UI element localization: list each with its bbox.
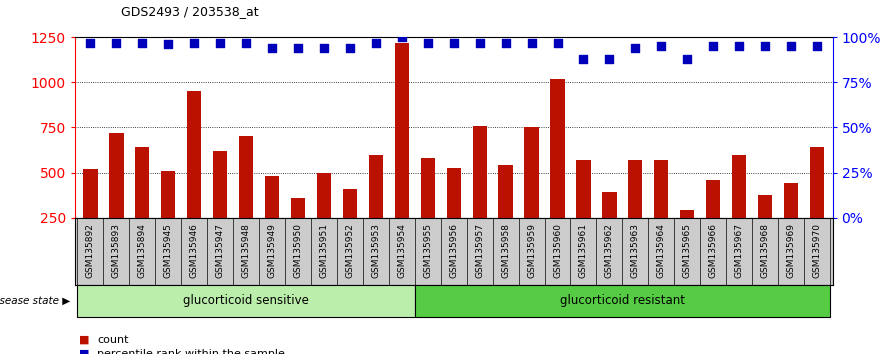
Text: GSM135964: GSM135964 bbox=[657, 223, 666, 278]
Point bbox=[239, 40, 253, 45]
Point bbox=[576, 56, 590, 62]
Bar bbox=[135, 147, 150, 263]
Point bbox=[395, 34, 409, 40]
Text: GSM135963: GSM135963 bbox=[631, 223, 640, 278]
Text: glucorticoid sensitive: glucorticoid sensitive bbox=[183, 295, 309, 307]
Text: GSM135966: GSM135966 bbox=[708, 223, 718, 278]
Text: GSM135951: GSM135951 bbox=[320, 223, 329, 278]
Text: GSM135953: GSM135953 bbox=[372, 223, 381, 278]
Point bbox=[758, 44, 772, 49]
Text: GSM135946: GSM135946 bbox=[189, 223, 199, 278]
Bar bbox=[213, 151, 227, 263]
Point bbox=[472, 40, 486, 45]
Bar bbox=[161, 171, 175, 263]
Bar bbox=[603, 193, 617, 263]
Point bbox=[317, 45, 331, 51]
Text: GSM135956: GSM135956 bbox=[449, 223, 458, 278]
Bar bbox=[499, 165, 513, 263]
Text: GSM135949: GSM135949 bbox=[268, 223, 277, 278]
Bar bbox=[810, 147, 824, 263]
Point bbox=[732, 44, 746, 49]
Text: count: count bbox=[97, 335, 129, 345]
Bar bbox=[84, 169, 98, 263]
Bar bbox=[447, 168, 461, 263]
Text: GSM135954: GSM135954 bbox=[397, 223, 406, 278]
Bar bbox=[317, 172, 331, 263]
Text: GDS2493 / 203538_at: GDS2493 / 203538_at bbox=[121, 5, 258, 18]
Point bbox=[784, 44, 798, 49]
Bar bbox=[551, 79, 565, 263]
Point bbox=[680, 56, 694, 62]
Bar bbox=[732, 154, 746, 263]
Point bbox=[655, 44, 669, 49]
Text: glucorticoid resistant: glucorticoid resistant bbox=[559, 295, 685, 307]
Point bbox=[603, 56, 617, 62]
Text: GSM135962: GSM135962 bbox=[605, 223, 614, 278]
Point bbox=[707, 44, 721, 49]
Bar bbox=[239, 136, 253, 263]
Bar bbox=[576, 160, 590, 263]
Point bbox=[447, 40, 461, 45]
Text: GSM135969: GSM135969 bbox=[787, 223, 796, 278]
Text: percentile rank within the sample: percentile rank within the sample bbox=[97, 349, 285, 354]
Point bbox=[187, 40, 201, 45]
Point bbox=[109, 40, 123, 45]
Text: GSM135945: GSM135945 bbox=[164, 223, 173, 278]
Point bbox=[628, 45, 642, 51]
Bar bbox=[758, 195, 773, 263]
Text: GSM135952: GSM135952 bbox=[345, 223, 354, 278]
Bar bbox=[706, 180, 721, 263]
Text: GSM135894: GSM135894 bbox=[137, 223, 147, 278]
Bar bbox=[395, 44, 409, 263]
Text: GSM135892: GSM135892 bbox=[86, 223, 95, 278]
Text: GSM135893: GSM135893 bbox=[112, 223, 121, 278]
Point bbox=[810, 44, 824, 49]
Point bbox=[84, 40, 98, 45]
Point bbox=[551, 40, 565, 45]
Text: GSM135970: GSM135970 bbox=[812, 223, 821, 278]
Point bbox=[369, 40, 383, 45]
Text: GSM135957: GSM135957 bbox=[475, 223, 485, 278]
Text: GSM135960: GSM135960 bbox=[553, 223, 562, 278]
Text: GSM135948: GSM135948 bbox=[241, 223, 250, 278]
Point bbox=[343, 45, 357, 51]
Bar bbox=[343, 189, 357, 263]
Text: ■: ■ bbox=[79, 335, 90, 345]
Text: GSM135950: GSM135950 bbox=[293, 223, 302, 278]
Point bbox=[291, 45, 305, 51]
Bar bbox=[369, 154, 383, 263]
Text: GSM135967: GSM135967 bbox=[735, 223, 744, 278]
Point bbox=[265, 45, 279, 51]
Bar bbox=[187, 91, 202, 263]
Bar bbox=[655, 160, 669, 263]
Point bbox=[421, 40, 435, 45]
Point bbox=[161, 41, 175, 47]
Bar bbox=[415, 285, 830, 317]
Bar bbox=[524, 126, 538, 263]
Point bbox=[524, 40, 538, 45]
Text: GSM135955: GSM135955 bbox=[423, 223, 433, 278]
Bar bbox=[109, 133, 123, 263]
Text: ■: ■ bbox=[79, 349, 90, 354]
Text: GSM135961: GSM135961 bbox=[579, 223, 588, 278]
Point bbox=[136, 40, 150, 45]
Text: GSM135958: GSM135958 bbox=[501, 223, 510, 278]
Point bbox=[499, 40, 513, 45]
Bar bbox=[472, 126, 487, 263]
Bar bbox=[78, 285, 415, 317]
Bar bbox=[265, 176, 279, 263]
Bar bbox=[628, 160, 642, 263]
Bar bbox=[784, 183, 798, 263]
Bar bbox=[291, 198, 305, 263]
Text: GSM135947: GSM135947 bbox=[216, 223, 225, 278]
Bar bbox=[420, 158, 435, 263]
Text: GSM135965: GSM135965 bbox=[683, 223, 692, 278]
Text: GSM135968: GSM135968 bbox=[760, 223, 770, 278]
Text: GSM135959: GSM135959 bbox=[527, 223, 536, 278]
Point bbox=[213, 40, 227, 45]
Text: disease state ▶: disease state ▶ bbox=[0, 296, 70, 306]
Bar bbox=[680, 211, 694, 263]
